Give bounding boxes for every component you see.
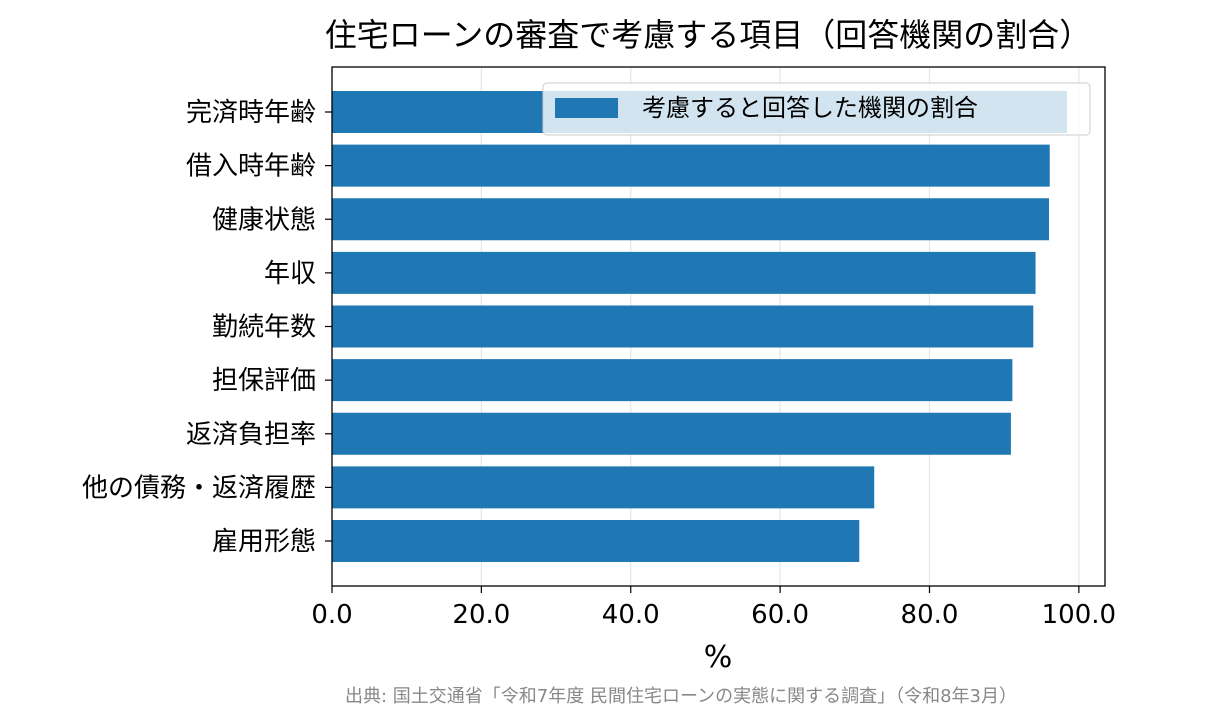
y-tick-label: 担保評価: [212, 366, 316, 396]
y-tick-label: 他の債務・返済履歴: [82, 473, 316, 503]
y-tick-label: 借入時年齢: [186, 152, 316, 182]
x-tick-label: 60.0: [751, 600, 809, 630]
y-tick-label: 勤続年数: [212, 313, 316, 343]
bar: [332, 305, 1034, 348]
chart-title: 住宅ローンの審査で考慮する項目（回答機関の割合）: [325, 16, 1091, 54]
x-tick-label: 40.0: [602, 600, 660, 630]
legend-label: 考慮すると回答した機関の割合: [642, 94, 978, 122]
x-tick-label: 0.0: [311, 600, 352, 630]
legend-swatch: [555, 98, 618, 118]
x-axis-label: %: [704, 640, 733, 675]
bar: [332, 412, 1011, 455]
bars: [332, 91, 1067, 562]
x-tick-label: 20.0: [452, 600, 510, 630]
bar: [332, 251, 1036, 294]
bar: [332, 520, 860, 562]
bar: [332, 466, 875, 509]
y-tick-label: 完済時年齢: [186, 98, 316, 128]
bar: [332, 359, 1013, 402]
bar: [332, 198, 1049, 241]
y-tick-label: 健康状態: [212, 205, 316, 235]
y-tick-label: 雇用形態: [212, 527, 316, 557]
y-tick-label: 返済負担率: [186, 420, 316, 450]
y-tick-label: 年収: [264, 259, 316, 289]
bar: [332, 144, 1050, 187]
legend: 考慮すると回答した機関の割合: [542, 82, 1091, 136]
x-tick-label: 80.0: [901, 600, 959, 630]
source-note: 出典: 国土交通省「令和7年度 民間住宅ローンの実態に関する調査」（令和8年3月…: [345, 686, 1017, 707]
x-axis: 0.0 20.0 40.0 60.0 80.0 100.0: [311, 586, 1116, 630]
legend-box: [542, 82, 1091, 136]
x-tick-label: 100.0: [1042, 600, 1116, 630]
y-axis: 完済時年齢借入時年齢健康状態年収勤続年数担保評価返済負担率他の債務・返済履歴雇用…: [82, 98, 332, 557]
